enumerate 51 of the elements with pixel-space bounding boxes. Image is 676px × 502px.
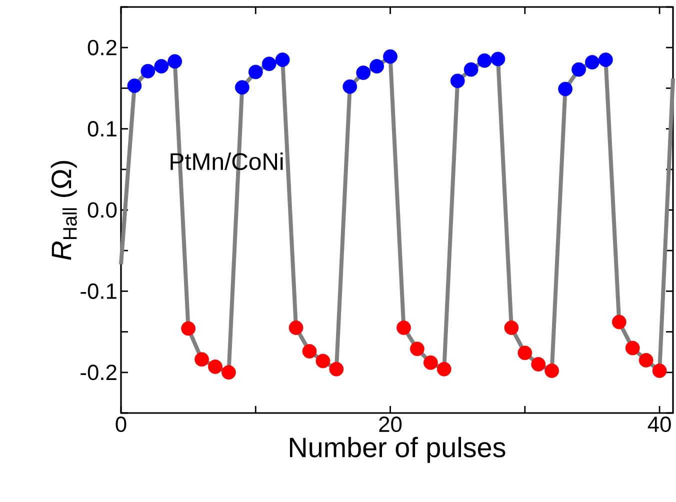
- point: [518, 346, 532, 360]
- point: [396, 320, 411, 335]
- x-tick-label: 20: [379, 416, 402, 432]
- point: [168, 54, 182, 69]
- point: [140, 64, 156, 78]
- point: [436, 362, 452, 376]
- point: [558, 82, 572, 96]
- point: [194, 352, 209, 367]
- point: [585, 55, 600, 70]
- point: [625, 340, 640, 356]
- point: [181, 321, 196, 336]
- point: [342, 79, 358, 94]
- point: [531, 357, 546, 372]
- point: [275, 52, 290, 67]
- point: [504, 320, 519, 335]
- point: [423, 355, 438, 370]
- point: [329, 362, 344, 376]
- point: [316, 354, 330, 368]
- point: [450, 74, 465, 88]
- y-tick-label: -0.1: [80, 283, 116, 299]
- point: [612, 314, 626, 330]
- point: [248, 64, 263, 80]
- point: [288, 320, 304, 335]
- x-tick-label: 0: [116, 416, 126, 432]
- annotation: PtMn/CoNi: [170, 152, 283, 170]
- point: [638, 353, 654, 368]
- point: [598, 52, 613, 67]
- point: [208, 360, 222, 374]
- point: [356, 66, 371, 80]
- point: [262, 56, 276, 72]
- point: [464, 62, 478, 77]
- point: [154, 59, 169, 74]
- point: [234, 80, 250, 95]
- point: [544, 364, 560, 378]
- point: [410, 342, 424, 356]
- y-tick-label: 0.0: [88, 202, 117, 218]
- point: [490, 52, 506, 66]
- point: [302, 344, 317, 358]
- point: [477, 53, 492, 68]
- point: [652, 364, 667, 378]
- point: [383, 49, 398, 64]
- x-axis-title: Number of pulses: [290, 436, 506, 463]
- y-axis-title: R$_{Hall}$ (Ω): [50, 160, 77, 260]
- point: [222, 365, 236, 380]
- y-tick-label: 0.1: [88, 121, 116, 137]
- point: [127, 78, 142, 93]
- x-tick-label: 40: [648, 416, 671, 432]
- y-tick-label: 0.2: [88, 40, 116, 56]
- point: [370, 59, 384, 74]
- point: [572, 62, 586, 77]
- y-tick-label: -0.2: [80, 364, 116, 380]
